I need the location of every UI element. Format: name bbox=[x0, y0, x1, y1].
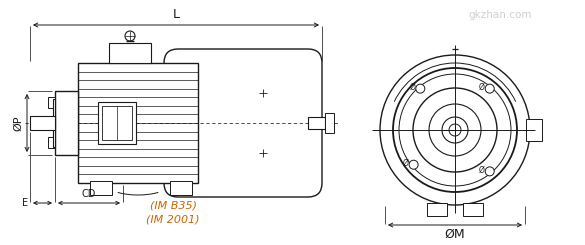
Bar bbox=[170, 181, 192, 195]
Bar bbox=[526, 119, 542, 141]
FancyBboxPatch shape bbox=[164, 49, 322, 197]
Bar bbox=[109, 43, 151, 63]
Text: Ø: Ø bbox=[402, 159, 408, 168]
Text: gkzhan.com: gkzhan.com bbox=[468, 10, 532, 20]
Circle shape bbox=[125, 31, 135, 41]
Bar bbox=[102, 106, 132, 140]
Bar bbox=[30, 116, 55, 130]
Text: (IM B35): (IM B35) bbox=[150, 201, 197, 211]
Text: Ø: Ø bbox=[479, 166, 484, 175]
Circle shape bbox=[449, 124, 461, 136]
Circle shape bbox=[413, 88, 497, 172]
Circle shape bbox=[416, 84, 425, 93]
Circle shape bbox=[409, 160, 418, 169]
Bar bbox=[325, 113, 334, 133]
Text: E: E bbox=[22, 198, 28, 208]
Circle shape bbox=[380, 55, 530, 205]
Circle shape bbox=[429, 104, 481, 156]
Bar bbox=[463, 203, 483, 216]
Bar bbox=[308, 117, 325, 129]
Bar bbox=[53, 99, 55, 147]
Bar bbox=[78, 63, 198, 183]
Text: L: L bbox=[173, 8, 180, 21]
Text: ØM: ØM bbox=[445, 228, 465, 241]
Bar bbox=[90, 181, 112, 195]
Circle shape bbox=[399, 74, 511, 186]
Text: ØP: ØP bbox=[13, 115, 23, 131]
Bar bbox=[48, 118, 55, 128]
Bar bbox=[427, 203, 447, 216]
Bar bbox=[98, 102, 136, 144]
Circle shape bbox=[442, 117, 468, 143]
Text: Ø: Ø bbox=[479, 83, 484, 92]
Bar bbox=[48, 137, 55, 148]
Text: Ø: Ø bbox=[410, 83, 415, 92]
Text: (IM 2001): (IM 2001) bbox=[146, 214, 200, 224]
Bar bbox=[55, 91, 78, 155]
Bar bbox=[48, 98, 55, 109]
Circle shape bbox=[485, 167, 494, 176]
Circle shape bbox=[485, 84, 494, 93]
Circle shape bbox=[393, 68, 517, 192]
Text: CD: CD bbox=[82, 189, 96, 199]
